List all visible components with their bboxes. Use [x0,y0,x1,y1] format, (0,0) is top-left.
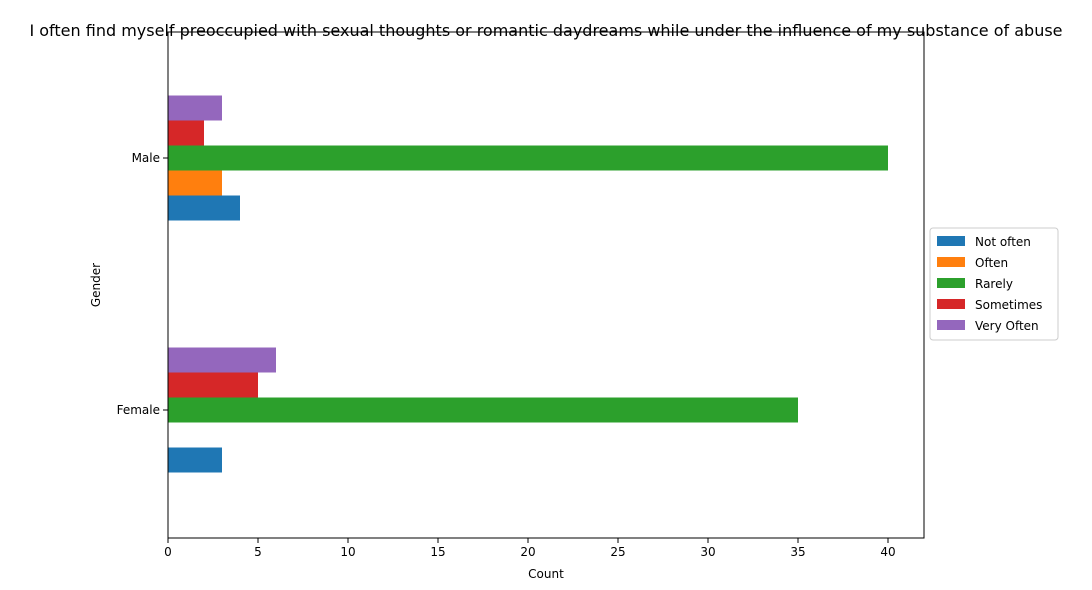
bar-male-very-often [168,95,222,121]
legend-label-often: Often [975,256,1008,270]
legend-label-sometimes: Sometimes [975,298,1042,312]
y-axis-ticks: Female Male [117,151,168,417]
legend-swatch-not-often [937,236,965,246]
x-tick-label: 35 [790,545,805,559]
legend-swatch-sometimes [937,299,965,309]
chart-title: I often find myself preoccupied with sex… [29,21,1062,40]
legend-swatch-rarely [937,278,965,288]
bar-male-not-often [168,195,240,221]
bar-female-very-often [168,347,276,373]
plot-area-frame [167,31,925,539]
x-tick-label: 40 [880,545,895,559]
y-axis-label: Gender [89,263,103,307]
x-axis-ticks: 0 5 10 15 20 25 30 35 40 [164,538,896,559]
legend-swatch-often [937,257,965,267]
x-tick-label: 10 [340,545,355,559]
legend: Not often Often Rarely Sometimes Very Often [929,227,1059,341]
y-tick-label-female: Female [117,403,160,417]
legend-label-very-often: Very Often [975,319,1039,333]
bar-male-often [168,170,222,196]
bar-female-not-often [168,447,222,473]
legend-label-rarely: Rarely [975,277,1013,291]
x-tick-label: 25 [610,545,625,559]
x-axis-label: Count [528,567,564,581]
bar-male-rarely [168,145,888,171]
x-tick-label: 15 [430,545,445,559]
x-tick-label: 30 [700,545,715,559]
bar-female-rarely [168,397,798,423]
bars-group [168,95,888,473]
bar-male-sometimes [168,120,204,146]
x-tick-label: 5 [254,545,262,559]
legend-label-not-often: Not often [975,235,1031,249]
legend-swatch-very-often [937,320,965,330]
legend-frame [929,227,1059,341]
bar-female-sometimes [168,372,258,398]
x-tick-label: 20 [520,545,535,559]
y-tick-label-male: Male [132,151,160,165]
x-tick-label: 0 [164,545,172,559]
